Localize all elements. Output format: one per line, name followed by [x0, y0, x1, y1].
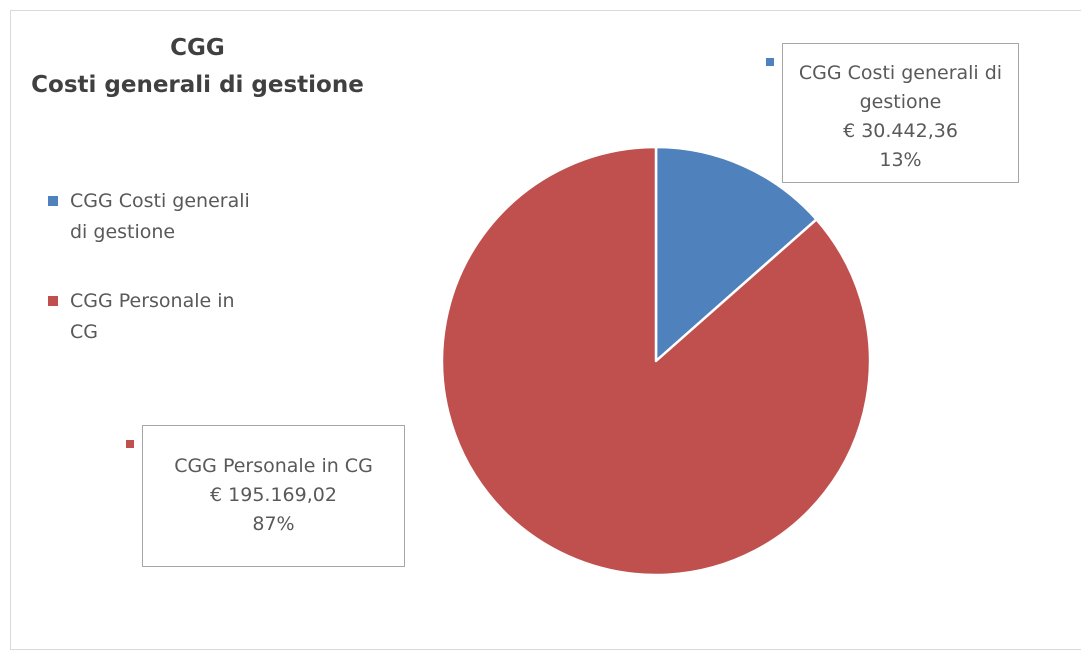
data-label-swatch-blue: [766, 58, 774, 66]
chart-subtitle-line: Costi generali di gestione: [31, 72, 364, 98]
data-label-personale: CGG Personale in CG € 195.169,02 87%: [142, 425, 405, 567]
pie-slice-1[interactable]: [440, 145, 872, 577]
data-label-name-line1: CGG Personale in CG: [174, 455, 373, 477]
chart-title-line: CGG: [170, 35, 225, 61]
data-label-value: € 195.169,02: [210, 484, 337, 506]
data-label-swatch-red: [126, 440, 134, 448]
legend-label-line2: CG: [70, 321, 98, 343]
legend-swatch-blue: [48, 196, 58, 206]
legend-swatch-red: [48, 296, 58, 306]
data-label-name-line1: CGG Costi generali di: [798, 62, 1003, 84]
legend-item-costi-generali[interactable]: CGG Costi generali di gestione: [48, 186, 258, 248]
pie-slice-0[interactable]: [654, 145, 818, 363]
data-label-name-line2: gestione: [859, 91, 942, 113]
data-label-value: € 30.442,36: [843, 120, 958, 142]
pie-chart: [440, 145, 872, 577]
chart-title: CGG Costi generali di gestione: [20, 30, 375, 104]
legend-item-personale[interactable]: CGG Personale in CG: [48, 286, 258, 348]
legend-label-costi-generali: CGG Costi generali di gestione: [70, 186, 255, 248]
legend-label-line1: CGG Personale in: [70, 290, 235, 312]
legend-label-personale: CGG Personale in CG: [70, 286, 255, 348]
legend-label-line2: di gestione: [70, 221, 176, 243]
chart-legend: CGG Costi generali di gestione CGG Perso…: [48, 186, 258, 386]
data-label-percent: 87%: [252, 513, 295, 535]
legend-label-line1: CGG Costi generali: [70, 190, 250, 212]
data-label-costi-generali: CGG Costi generali di gestione € 30.442,…: [782, 43, 1019, 183]
data-label-percent: 13%: [879, 149, 922, 171]
